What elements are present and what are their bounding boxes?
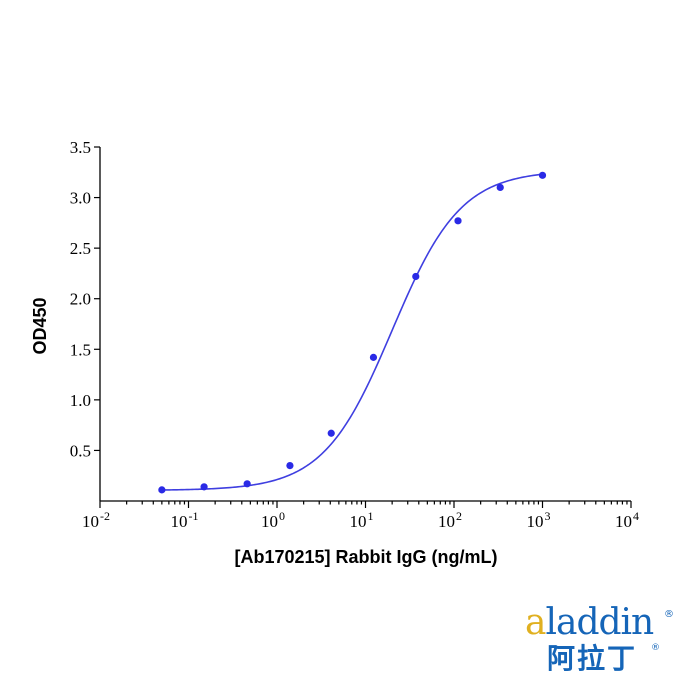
y-tick-label: 0.5 <box>70 441 91 460</box>
data-point <box>158 486 166 494</box>
data-point <box>538 171 547 179</box>
x-tick-label: 10-1 <box>171 509 199 531</box>
data-point <box>243 480 251 488</box>
x-tick-label: 10-2 <box>82 509 110 531</box>
data-point <box>369 353 378 361</box>
x-tick-label: 104 <box>615 509 639 531</box>
x-axis-title: [Ab170215] Rabbit IgG (ng/mL) <box>234 547 497 567</box>
logo-chinese-registered-mark: ® <box>651 643 660 653</box>
data-point <box>496 183 504 192</box>
data-point <box>412 272 420 281</box>
logo-wordmark: aladdin <box>525 602 654 643</box>
logo-wordmark-rest: laddin <box>545 602 654 643</box>
data-point <box>200 483 208 491</box>
x-ticks: 10-2 10-1 100 101 102 103 104 <box>82 501 639 531</box>
data-points <box>158 171 547 494</box>
logo-chinese-name: 阿拉丁 <box>547 642 638 675</box>
y-tick-label: 3.0 <box>70 189 91 208</box>
logo-wordmark-first: a <box>525 602 546 643</box>
y-tick-label: 2.5 <box>70 239 91 258</box>
y-ticks: 0.5 1.0 1.5 2.0 2.5 3.0 3.5 <box>70 138 100 460</box>
x-tick-label: 100 <box>261 509 285 531</box>
y-tick-label: 3.5 <box>70 138 91 157</box>
fit-curve <box>161 173 543 491</box>
logo-registered-mark: ® <box>664 609 674 620</box>
axes <box>99 147 631 502</box>
x-tick-label: 102 <box>438 509 462 531</box>
data-point <box>327 429 335 437</box>
y-axis-title: OD450 <box>30 297 50 354</box>
y-tick-label: 2.0 <box>70 290 91 309</box>
x-tick-label: 101 <box>350 509 374 531</box>
data-point <box>286 462 294 470</box>
aladdin-logo: aladdin ® 阿拉丁 ® <box>525 603 675 683</box>
y-tick-label: 1.0 <box>70 391 91 410</box>
y-tick-label: 1.5 <box>70 340 91 359</box>
x-tick-label: 103 <box>527 509 551 531</box>
data-point <box>454 217 462 225</box>
